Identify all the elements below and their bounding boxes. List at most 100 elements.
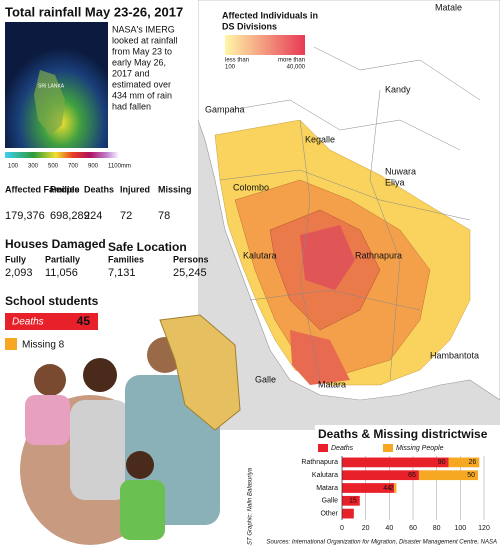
map-label: Kandy	[385, 84, 411, 94]
map-legend-low: less than	[225, 58, 249, 64]
map-legend-high: 40,000	[287, 65, 306, 71]
affected-region	[290, 330, 350, 385]
bar	[342, 457, 449, 468]
map-legend-gradient	[225, 35, 305, 55]
school-missing-swatch	[5, 338, 17, 350]
map-label: Nuwara	[385, 166, 416, 176]
value-label: 2	[390, 485, 394, 492]
category-label: Rathnapura	[301, 459, 338, 466]
houses-label: Fully	[5, 254, 26, 264]
stat-value: 698,289	[50, 210, 90, 222]
chart-title: Deaths & Missing districtwise	[318, 427, 488, 441]
school-deaths-value: 45	[77, 314, 91, 328]
title: Total rainfall May 23-26, 2017	[5, 4, 183, 19]
bar	[418, 470, 479, 481]
stat-value: 72	[120, 210, 132, 222]
illustration	[20, 314, 241, 545]
map-legend-high: more than	[278, 58, 305, 64]
island	[34, 70, 65, 135]
category-label: Other	[320, 510, 338, 517]
school-title: School students	[5, 294, 99, 308]
bar	[342, 495, 360, 506]
houses-label: Partially	[45, 254, 80, 264]
school-missing: Missing 8	[22, 340, 65, 351]
legend-label: Missing People	[396, 445, 444, 452]
rainfall-scale-label: 900	[88, 164, 99, 170]
map-label: Matara	[318, 379, 346, 389]
stat-label: Injured	[120, 184, 150, 194]
satellite-text: 434 mm of rain	[112, 90, 172, 100]
satellite-country: SRI LANKA	[38, 83, 65, 89]
x-tick-label: 100	[454, 525, 466, 532]
bar	[342, 470, 419, 481]
rainfall-scale-label: 100	[8, 164, 19, 170]
rainfall-scale-label: 1100mm	[108, 164, 131, 170]
credit-sources: Sources: International Organization for …	[267, 540, 497, 546]
legend-swatch	[383, 444, 393, 452]
safe-value: 7,131	[108, 267, 136, 279]
map-label: Galle	[255, 374, 276, 384]
houses-value: 11,056	[45, 267, 78, 279]
satellite-text: looked at rainfall	[112, 35, 178, 45]
value-label: 26	[468, 459, 476, 466]
map-label: Kegalle	[305, 134, 335, 144]
bar	[394, 483, 397, 493]
satellite-text: had fallen	[112, 101, 151, 111]
houses-value: 2,093	[5, 267, 33, 279]
satellite-text: early May 26,	[112, 57, 166, 67]
legend-label: Deaths	[331, 445, 354, 452]
stat-label: People	[50, 184, 80, 194]
map-label: Gampaha	[205, 104, 245, 114]
bar	[342, 483, 395, 493]
x-tick-label: 0	[340, 525, 344, 532]
x-tick-label: 120	[478, 525, 490, 532]
map-label: Colombo	[233, 182, 269, 192]
map-legend-title: DS Divisions	[222, 21, 277, 31]
stat-label: Affected Families	[5, 184, 80, 194]
school-deaths-label: Deaths	[12, 317, 44, 328]
value-label: 15	[349, 498, 357, 505]
rainfall-scale	[5, 152, 118, 158]
map-label: Matale	[435, 2, 462, 12]
x-tick-label: 60	[409, 525, 417, 532]
map-legend-title: Affected Individuals in	[222, 10, 318, 20]
rainfall-scale-label: 500	[48, 164, 59, 170]
value-label: 65	[408, 472, 416, 479]
credit-graphic: ST Graphic: Nalin Balasuriya	[248, 467, 254, 545]
legend-swatch	[318, 444, 328, 452]
category-label: Kalutara	[312, 472, 338, 479]
x-tick-label: 80	[433, 525, 441, 532]
value-label: 90	[438, 459, 446, 466]
safe-title: Safe Location	[108, 240, 187, 254]
satellite-text: estimated over	[112, 79, 171, 89]
rainfall-scale-label: 700	[68, 164, 79, 170]
category-label: Matara	[316, 485, 338, 492]
rainfall-scale-label: 300	[28, 164, 39, 170]
bar	[342, 508, 354, 519]
map-label: Eliya	[385, 177, 405, 187]
stat-value: 224	[84, 210, 102, 222]
category-label: Galle	[322, 498, 338, 505]
stat-value: 179,376	[5, 210, 45, 222]
bar	[448, 457, 480, 468]
houses-title: Houses Damaged	[5, 237, 106, 251]
satellite-text: NASA's IMERG	[112, 24, 175, 34]
x-tick-label: 40	[385, 525, 393, 532]
map-legend-low: 100	[225, 65, 236, 71]
x-tick-label: 20	[362, 525, 370, 532]
value-label: 50	[467, 472, 475, 479]
safe-label: Families	[108, 254, 144, 264]
stat-value: 78	[158, 210, 170, 222]
value-label: 44	[383, 485, 391, 492]
boundaries	[219, 39, 481, 381]
stat-label: Deaths	[84, 184, 114, 194]
satellite-text: 2017 and	[112, 68, 150, 78]
satellite-text: from May 23 to	[112, 46, 172, 56]
safe-value: 25,245	[173, 267, 207, 279]
stat-label: Missing	[158, 184, 192, 194]
map-label: Kalutara	[243, 250, 277, 260]
school-deaths-box	[5, 313, 98, 330]
map-label: Rathnapura	[355, 250, 402, 260]
safe-label: Persons	[173, 254, 209, 264]
